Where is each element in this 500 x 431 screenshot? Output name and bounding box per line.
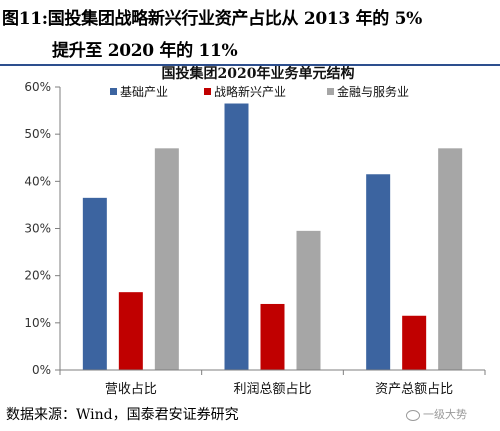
y-tick-label: 0% bbox=[32, 363, 51, 377]
data-source-note: 数据来源：Wind，国泰君安证券研究 bbox=[6, 407, 239, 423]
legend-swatch bbox=[204, 88, 211, 95]
legend: 基础产业 战略新兴产业 金融与服务业 bbox=[110, 84, 409, 99]
x-tick-label: 资产总额占比 bbox=[375, 382, 453, 397]
x-axis: 营收占比 利润总额占比 资产总额占比 bbox=[59, 369, 486, 397]
bar-chart: 国投集团2020年业务单元结构 基础产业 战略新兴产业 金融与服务业 0% 10% 20… bbox=[24, 66, 486, 397]
y-tick-label: 60% bbox=[24, 80, 51, 94]
bars bbox=[82, 103, 463, 370]
watermark-text: 一级大势 bbox=[423, 408, 467, 421]
legend-label: 战略新兴产业 bbox=[214, 84, 286, 99]
figure-title: 图11:国投集团战略新兴行业资产占比从 2013 年的 5% 提升至 2020 … bbox=[0, 0, 500, 66]
legend-label: 金融与服务业 bbox=[337, 84, 409, 99]
y-axis: 0% 10% 20% 30% 40% 50% 60% bbox=[24, 80, 61, 377]
y-tick-label: 10% bbox=[24, 316, 51, 330]
y-tick-label: 20% bbox=[24, 269, 51, 283]
bar bbox=[402, 315, 427, 370]
bar bbox=[260, 303, 285, 370]
legend-swatch bbox=[327, 88, 334, 95]
bar bbox=[224, 103, 249, 370]
legend-swatch bbox=[110, 88, 117, 95]
legend-label: 基础产业 bbox=[120, 85, 168, 99]
bar bbox=[296, 230, 321, 370]
bar bbox=[82, 197, 107, 370]
bar bbox=[438, 148, 463, 370]
figure-title-line1: 图11:国投集团战略新兴行业资产占比从 2013 年的 5% bbox=[2, 9, 422, 29]
chart-title: 国投集团2020年业务单元结构 bbox=[162, 66, 355, 82]
y-tick-label: 30% bbox=[24, 222, 51, 236]
y-tick-label: 50% bbox=[24, 127, 51, 141]
watermark: 一级大势 bbox=[406, 406, 467, 422]
y-tick-label: 40% bbox=[24, 174, 51, 188]
bar bbox=[366, 174, 391, 370]
x-tick-label: 营收占比 bbox=[105, 382, 157, 397]
bar bbox=[118, 292, 143, 370]
bar bbox=[154, 148, 179, 370]
x-tick-label: 利润总额占比 bbox=[233, 382, 311, 397]
figure-title-line2: 提升至 2020 年的 11% bbox=[52, 41, 238, 61]
wechat-icon bbox=[406, 409, 420, 421]
